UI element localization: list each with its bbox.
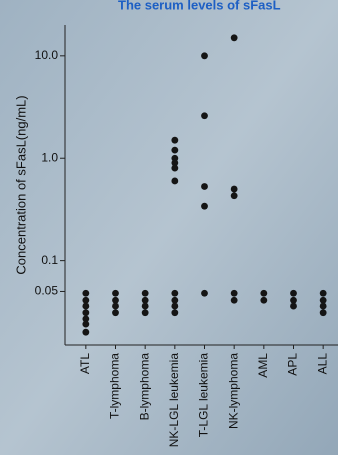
dot <box>171 164 179 172</box>
y-axis-label: Concentration of sFasL(ng/mL) <box>13 95 28 274</box>
dot <box>112 302 119 310</box>
dot <box>171 146 179 154</box>
y-tick-label: 10.0 <box>35 48 59 62</box>
dot <box>171 296 179 304</box>
dot <box>260 289 268 297</box>
dot <box>141 289 149 297</box>
dot <box>141 296 149 304</box>
dot <box>290 296 297 304</box>
chart-title: The serum levels of sFasL <box>118 0 281 12</box>
x-tick-label: NK-LGL leukemia <box>167 353 181 448</box>
dot <box>319 296 327 304</box>
dot <box>230 34 238 42</box>
dot <box>201 112 208 120</box>
dot <box>82 309 90 317</box>
x-tick-label: B-lymphoma <box>137 353 151 421</box>
dot <box>290 302 297 310</box>
y-tick-label: 0.1 <box>41 253 58 267</box>
dot <box>171 309 179 317</box>
dot <box>260 296 268 304</box>
dot <box>230 185 238 193</box>
dot <box>82 320 90 328</box>
y-tick-label: 0.05 <box>35 284 59 298</box>
x-tick-label: NK-lymphoma <box>226 353 240 429</box>
dot <box>319 289 327 297</box>
dot <box>171 302 179 310</box>
dot <box>201 289 208 297</box>
dot <box>201 183 208 190</box>
dot <box>112 289 119 297</box>
dot <box>82 289 90 297</box>
x-tick-label: ALL <box>315 353 329 375</box>
dot <box>171 159 179 167</box>
dot <box>82 315 90 323</box>
dot <box>230 296 238 304</box>
dot <box>141 302 149 310</box>
dot <box>171 154 179 162</box>
dot <box>171 177 179 185</box>
dot <box>82 328 90 336</box>
dot <box>82 302 90 310</box>
x-tick-label: T-lymphoma <box>108 353 122 419</box>
dot <box>290 289 297 297</box>
x-tick-label: AML <box>256 353 270 378</box>
dot <box>171 289 179 297</box>
dot <box>112 296 119 304</box>
x-tick-label: T-LGL leukemia <box>197 353 211 438</box>
x-tick-label: APL <box>286 353 300 376</box>
x-tick-label: ATL <box>78 353 92 374</box>
dot <box>319 309 327 317</box>
dot <box>112 309 119 317</box>
dot <box>171 136 179 144</box>
y-tick-label: 1.0 <box>41 150 58 164</box>
dot <box>82 296 90 304</box>
dot <box>201 202 208 210</box>
dot <box>230 289 238 297</box>
dot <box>319 302 327 310</box>
dot <box>201 52 208 60</box>
dot <box>230 192 238 200</box>
dot <box>141 309 149 317</box>
